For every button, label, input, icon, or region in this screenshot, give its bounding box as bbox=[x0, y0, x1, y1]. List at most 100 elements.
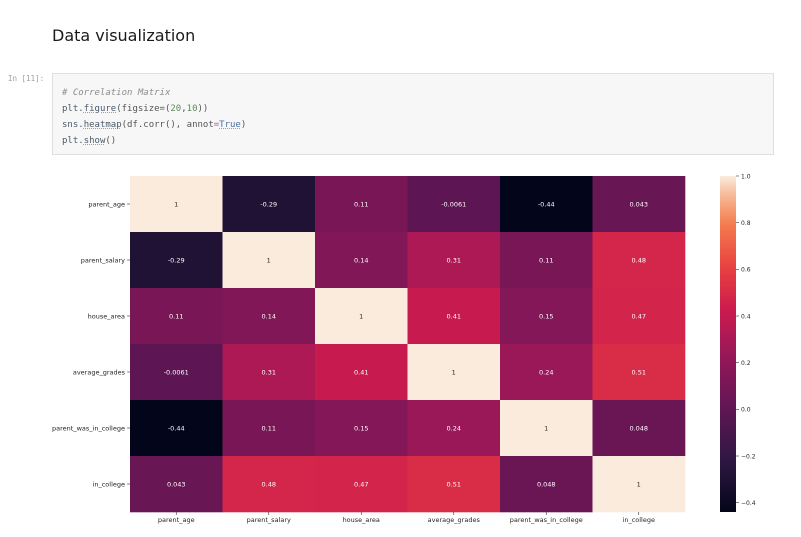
heatmap-cell bbox=[500, 232, 593, 289]
code-token: True bbox=[219, 120, 241, 130]
cell-annotation: 0.11 bbox=[169, 313, 183, 321]
heatmap-cell bbox=[500, 288, 593, 345]
code-line-3: sns.heatmap(df.corr(), annot=True) bbox=[62, 120, 247, 130]
x-tick-label: in_college bbox=[623, 516, 655, 524]
heatmap-cell bbox=[592, 288, 686, 345]
colorbar-tick-label: 1.0 bbox=[741, 173, 751, 180]
cell-annotation: 0.47 bbox=[632, 313, 646, 321]
heatmap-cell bbox=[592, 344, 686, 401]
cell-annotation: 0.043 bbox=[629, 201, 648, 209]
cell-annotation: 0.14 bbox=[262, 313, 276, 321]
heatmap-cell bbox=[315, 232, 408, 289]
heatmap-cell bbox=[315, 176, 408, 233]
code-cell[interactable]: # Correlation Matrix plt.figure(figsize=… bbox=[52, 73, 774, 155]
code-token: plt bbox=[62, 136, 79, 146]
cell-annotation: 1 bbox=[452, 369, 456, 377]
cell-annotation: -0.0061 bbox=[441, 201, 466, 209]
code-token: = bbox=[213, 120, 220, 130]
heatmap-cell bbox=[130, 400, 223, 457]
code-token: show bbox=[83, 136, 106, 146]
cell-annotation: 1 bbox=[544, 425, 548, 433]
cell-annotation: 0.41 bbox=[354, 369, 368, 377]
y-tick-label: parent_age bbox=[88, 200, 125, 208]
cell-annotation: 0.048 bbox=[629, 425, 648, 433]
colorbar-tick-label: −0.2 bbox=[741, 453, 756, 460]
cell-annotation: -0.29 bbox=[260, 201, 277, 209]
code-token: () bbox=[105, 136, 117, 146]
colorbar-tick-label: 0.4 bbox=[741, 313, 751, 320]
cell-annotation: 1 bbox=[174, 201, 178, 209]
heatmap-cell bbox=[500, 344, 593, 401]
cell-annotation: 0.11 bbox=[539, 257, 553, 265]
colorbar-tick-label: 0.6 bbox=[741, 267, 751, 274]
heatmap-cell bbox=[592, 232, 686, 289]
cell-annotation: 0.048 bbox=[537, 481, 556, 489]
colorbar-tick-label: 0.0 bbox=[741, 407, 751, 414]
x-tick-label: parent_was_in_college bbox=[510, 516, 583, 524]
x-tick-label: average_grades bbox=[428, 516, 481, 524]
x-tick-label: parent_age bbox=[158, 516, 195, 524]
heatmap-cell bbox=[130, 456, 223, 513]
y-tick-label: in_college bbox=[93, 480, 125, 488]
heatmap-cell bbox=[130, 176, 223, 233]
heatmap-chart: 1 -0.29 0.11 -0.0061 -0.44 0.043 -0.29 1 0.14 0.3… bbox=[52, 173, 756, 524]
code-token: )) bbox=[197, 104, 209, 114]
cell-annotation: 0.48 bbox=[632, 257, 646, 265]
heatmap-cell bbox=[500, 456, 593, 513]
y-tick-label: average_grades bbox=[73, 368, 126, 376]
code-line-2: plt.figure(figsize=(20,10)) bbox=[62, 104, 209, 114]
cell-annotation: -0.0061 bbox=[164, 369, 189, 377]
cell-annotation: 0.41 bbox=[447, 313, 461, 321]
heatmap-cell bbox=[222, 456, 316, 513]
cell-annotation: 0.31 bbox=[447, 257, 461, 265]
code-token: (df.corr(), annot bbox=[121, 120, 214, 130]
heatmap-cell bbox=[222, 176, 316, 233]
heatmap-cell bbox=[407, 288, 501, 345]
heatmap-cell bbox=[222, 288, 316, 345]
heatmap-cell bbox=[407, 456, 501, 513]
cell-annotation: 0.11 bbox=[262, 425, 276, 433]
cell-annotation: 0.51 bbox=[447, 481, 461, 489]
code-token: ) bbox=[240, 120, 247, 130]
code-token: 20 bbox=[170, 104, 182, 114]
cell-annotation: 0.043 bbox=[167, 481, 186, 489]
heatmap-cell bbox=[592, 176, 686, 233]
cell-annotation: 0.24 bbox=[447, 425, 461, 433]
heatmap-cell bbox=[592, 456, 686, 513]
heatmap-cell bbox=[130, 232, 223, 289]
heatmap-cell bbox=[222, 400, 316, 457]
heatmap-cell bbox=[315, 344, 408, 401]
code-token: (figsize=( bbox=[116, 104, 171, 114]
colorbar-tick-label: −0.4 bbox=[741, 500, 756, 507]
section-title: Data visualization bbox=[52, 26, 196, 45]
y-tick-label: parent_was_in_college bbox=[52, 424, 125, 432]
cell-annotation: 1 bbox=[267, 257, 271, 265]
cell-output: 1 -0.29 0.11 -0.0061 -0.44 0.043 -0.29 1 0.14 0.3… bbox=[0, 160, 801, 537]
heatmap-cell bbox=[315, 456, 408, 513]
cell-annotation: 0.15 bbox=[354, 425, 368, 433]
cell-annotation: 0.24 bbox=[539, 369, 553, 377]
x-tick-label: parent_salary bbox=[247, 516, 291, 524]
heatmap-cell bbox=[592, 400, 686, 457]
code-line-4: plt.show() bbox=[62, 136, 117, 146]
y-tick-label: parent_salary bbox=[81, 256, 125, 264]
cell-annotation: 0.11 bbox=[354, 201, 368, 209]
cell-prompt: In [11]: bbox=[8, 74, 45, 83]
cell-annotation: 0.14 bbox=[354, 257, 368, 265]
heatmap-cell bbox=[407, 344, 501, 401]
code-token: plt bbox=[62, 104, 79, 114]
heatmap-cell bbox=[407, 176, 501, 233]
heatmap-cell bbox=[407, 232, 501, 289]
code-line-1: # Correlation Matrix bbox=[62, 85, 764, 101]
colorbar-tick-label: 0.8 bbox=[741, 220, 751, 227]
code-comment: # Correlation Matrix bbox=[62, 88, 171, 98]
cell-annotation: -0.29 bbox=[168, 257, 185, 265]
heatmap-cell bbox=[407, 400, 501, 457]
cell-annotation: -0.44 bbox=[538, 201, 555, 209]
colorbar-tick-label: 0.2 bbox=[741, 360, 751, 367]
cell-annotation: 0.48 bbox=[262, 481, 276, 489]
code-token: figure bbox=[83, 104, 117, 114]
cell-annotation: 1 bbox=[359, 313, 363, 321]
x-tick-label: house_area bbox=[343, 516, 380, 524]
code-token: heatmap bbox=[83, 120, 122, 130]
